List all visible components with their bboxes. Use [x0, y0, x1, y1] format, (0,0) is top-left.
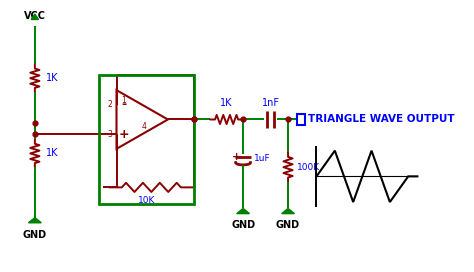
- Text: GND: GND: [231, 220, 255, 230]
- Polygon shape: [282, 208, 294, 214]
- Text: 1nF: 1nF: [262, 98, 280, 109]
- Text: 1K: 1K: [46, 149, 58, 158]
- Text: 10K: 10K: [138, 196, 155, 205]
- Text: 1uF: 1uF: [254, 153, 271, 162]
- Text: 2: 2: [107, 100, 112, 109]
- Text: 1K: 1K: [220, 98, 233, 109]
- Text: 3: 3: [107, 130, 112, 139]
- Text: VCC: VCC: [24, 11, 46, 21]
- Text: TRIANGLE WAVE OUTPUT: TRIANGLE WAVE OUTPUT: [308, 114, 455, 123]
- Text: +: +: [232, 152, 241, 162]
- Text: 100K: 100K: [297, 163, 320, 172]
- Text: GND: GND: [276, 220, 300, 230]
- Bar: [99, 75, 194, 204]
- Text: +: +: [118, 128, 129, 141]
- Text: 1: 1: [121, 96, 126, 105]
- Polygon shape: [28, 218, 41, 223]
- Bar: [297, 114, 305, 125]
- Text: -: -: [121, 98, 127, 111]
- Polygon shape: [237, 208, 249, 214]
- Text: GND: GND: [23, 230, 47, 240]
- Text: 4: 4: [142, 122, 146, 131]
- Text: 1K: 1K: [46, 73, 58, 83]
- Polygon shape: [31, 14, 38, 20]
